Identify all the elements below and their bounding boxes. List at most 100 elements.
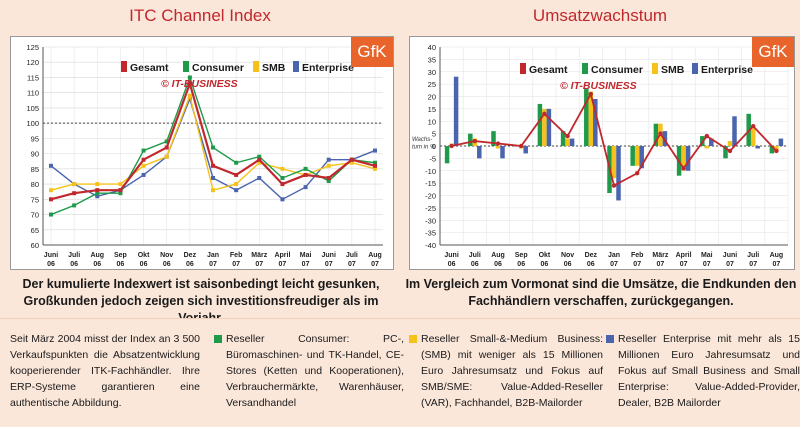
data-point-consumer: [72, 203, 77, 208]
data-point-gesamt: [257, 157, 262, 162]
note-smb-text: Reseller Small-&-Medium Business: (SMB) …: [421, 333, 603, 409]
enterprise-square-icon: [606, 335, 614, 343]
x-tick-label: 06: [564, 261, 572, 268]
bar-enterprise: [778, 138, 784, 146]
data-point-gesamt: [349, 157, 354, 162]
x-tick-label: Feb: [230, 252, 242, 259]
data-point-gesamt: [519, 143, 524, 149]
data-point-gesamt: [751, 124, 756, 129]
x-tick-label: 06: [587, 261, 595, 268]
data-point-enterprise: [326, 157, 331, 162]
left-caption-line1: Der kumulierte Indexwert ist saisonbedin…: [22, 277, 380, 291]
x-tick-label: 06: [448, 261, 456, 268]
data-point-consumer: [118, 191, 123, 196]
x-tick-label: Mai: [701, 252, 713, 259]
y-tick-label: 30: [428, 68, 436, 77]
bar-consumer: [468, 133, 473, 146]
legend-label-enterprise: Enterprise: [302, 62, 354, 74]
bar-consumer: [491, 131, 496, 146]
x-tick-label: 07: [703, 261, 711, 268]
bar-consumer: [723, 146, 728, 159]
data-point-gesamt: [449, 143, 454, 149]
data-point-gesamt: [326, 175, 331, 180]
x-tick-label: Juni: [723, 252, 737, 259]
legend-label-smb: SMB: [262, 62, 286, 74]
x-tick-label: Okt: [138, 252, 150, 259]
x-tick-label: März: [652, 252, 668, 259]
x-tick-label: Aug: [770, 252, 784, 259]
x-tick-label: 07: [302, 261, 310, 268]
x-tick-label: Juni: [44, 252, 58, 259]
bar-smb: [611, 146, 617, 179]
data-point-gesamt: [542, 111, 547, 117]
y-tick-label: 35: [428, 55, 436, 64]
data-point-gesamt: [635, 171, 640, 176]
data-point-consumer: [303, 166, 308, 171]
y-tick-label: 10: [428, 117, 436, 126]
bar-consumer: [584, 89, 589, 146]
y-tick-label: 125: [26, 43, 39, 52]
data-point-consumer: [234, 160, 239, 165]
data-point-smb: [72, 182, 77, 187]
x-tick-label: Nov: [160, 252, 173, 259]
x-tick-label: Jan: [207, 252, 219, 259]
legend-label-consumer: Consumer: [591, 64, 643, 76]
x-tick-label: Juni: [444, 252, 458, 259]
data-point-gesamt: [211, 163, 215, 168]
x-tick-label: Aug: [368, 252, 382, 259]
legend-swatch-enterprise: [692, 63, 698, 74]
legend-swatch-consumer: [582, 63, 588, 74]
y-tick-label: 95: [31, 134, 39, 143]
bar-enterprise: [616, 146, 621, 201]
legend-swatch-smb: [652, 63, 658, 74]
y-tick-label: -40: [425, 241, 436, 250]
x-tick-label: 06: [163, 261, 171, 268]
legend-label-enterprise: Enterprise: [701, 64, 753, 76]
y-tick-label: 5: [432, 130, 436, 139]
data-point-gesamt: [472, 138, 477, 144]
bar-enterprise: [569, 138, 575, 146]
data-point-gesamt: [588, 91, 593, 97]
x-tick-label: April: [676, 252, 692, 259]
x-tick-label: Juli: [346, 252, 358, 259]
data-point-consumer: [187, 75, 192, 80]
y-tick-label: 115: [27, 73, 39, 82]
x-tick-label: März: [251, 252, 267, 259]
data-point-consumer: [95, 191, 100, 196]
data-point-gesamt: [774, 148, 779, 154]
bar-enterprise: [546, 108, 552, 146]
y-tick-label: 20: [428, 93, 436, 102]
y-tick-label: 110: [27, 89, 39, 98]
bar-smb: [588, 91, 594, 146]
x-tick-label: Okt: [539, 252, 551, 259]
data-point-gesamt: [565, 133, 570, 139]
bar-enterprise: [453, 76, 459, 146]
x-tick-label: 06: [47, 261, 55, 268]
data-point-smb: [280, 166, 285, 171]
left-chart-title: ITC Channel Index: [129, 6, 271, 25]
bar-smb: [495, 146, 501, 149]
y-tick-label: -15: [425, 179, 436, 188]
data-point-gesamt: [234, 172, 239, 177]
umsatz-panel: -40 -35 -30 -25 -20 -15 -10 -5 0 5 10 15 20 25 30 35 40 J…: [409, 36, 795, 270]
data-point-gesamt: [141, 157, 146, 162]
bar-consumer: [537, 103, 543, 146]
data-point-smb: [257, 160, 262, 165]
note-consumer: Reseller Consumer: PC-, Büromaschinen- u…: [214, 331, 404, 411]
umsatz-chart: -40 -35 -30 -25 -20 -15 -10 -5 0 5 10 15 20 25 30 35 40 J…: [412, 43, 789, 268]
data-point-enterprise: [141, 172, 146, 177]
copyright-label: © IT-BUSINESS: [560, 80, 637, 92]
bar-smb: [727, 141, 733, 146]
y-tick-label: -10: [425, 167, 436, 176]
y-axis-note: tum in %: [412, 144, 436, 150]
bar-enterprise: [755, 146, 760, 149]
data-point-gesamt: [727, 148, 733, 154]
bar-consumer: [560, 131, 566, 146]
right-caption-line1: Im Vergleich zum Vormonat sind die Umsät…: [405, 277, 797, 291]
note-consumer-text: Reseller Consumer: PC-, Büromaschinen- u…: [226, 333, 404, 409]
y-tick-label: 100: [26, 119, 39, 128]
data-point-smb: [141, 163, 146, 168]
data-point-smb: [118, 182, 123, 187]
x-tick-label: 07: [680, 261, 688, 268]
bar-enterprise: [685, 146, 691, 171]
